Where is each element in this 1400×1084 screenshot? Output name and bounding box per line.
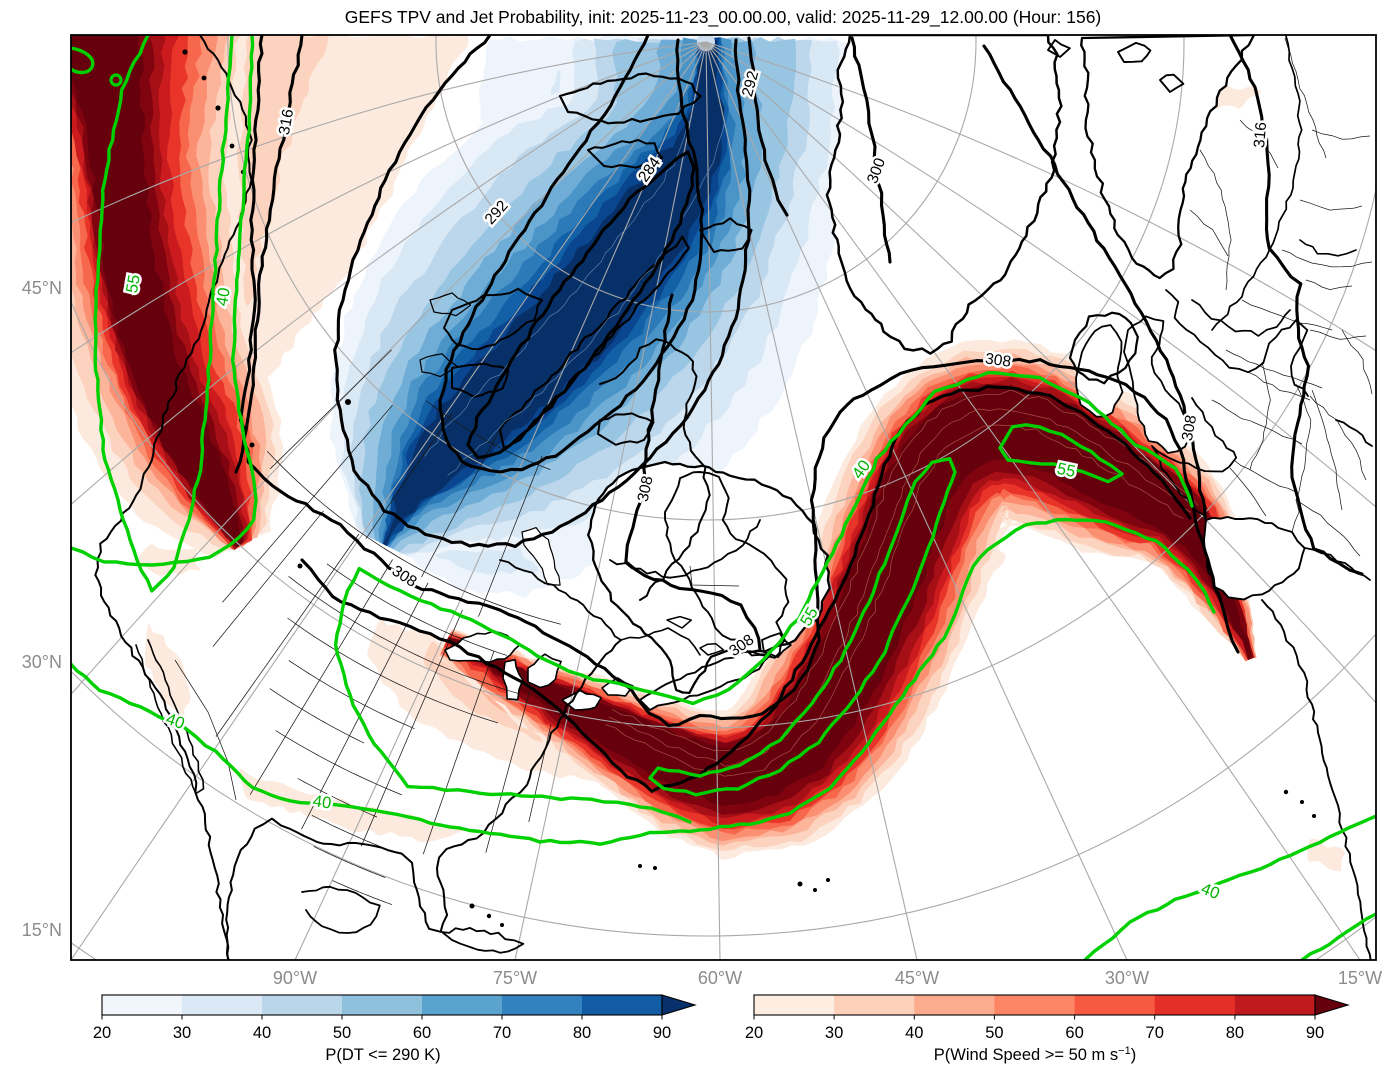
svg-text:30°N: 30°N (22, 652, 62, 672)
svg-text:P(Wind Speed >= 50 m s−1): P(Wind Speed >= 50 m s−1) (934, 1045, 1136, 1064)
svg-text:40: 40 (905, 1024, 923, 1042)
svg-text:316: 316 (1251, 121, 1270, 148)
svg-text:45°W: 45°W (895, 968, 939, 988)
svg-text:50: 50 (333, 1024, 351, 1042)
svg-text:P(DT <= 290 K): P(DT <= 290 K) (325, 1046, 440, 1064)
svg-text:15°W: 15°W (1338, 968, 1382, 988)
svg-text:308: 308 (984, 350, 1012, 370)
svg-text:40: 40 (213, 286, 234, 307)
svg-text:30°W: 30°W (1105, 968, 1149, 988)
svg-text:90: 90 (653, 1024, 671, 1042)
svg-text:60°W: 60°W (698, 968, 742, 988)
svg-text:90°W: 90°W (273, 968, 317, 988)
svg-text:80: 80 (1226, 1024, 1244, 1042)
svg-text:80: 80 (573, 1024, 591, 1042)
svg-text:30: 30 (825, 1024, 843, 1042)
svg-text:70: 70 (1146, 1024, 1164, 1042)
svg-text:20: 20 (745, 1024, 763, 1042)
svg-text:60: 60 (1065, 1024, 1083, 1042)
svg-text:40: 40 (253, 1024, 271, 1042)
svg-text:40: 40 (312, 792, 333, 812)
svg-text:75°W: 75°W (493, 968, 537, 988)
svg-text:70: 70 (493, 1024, 511, 1042)
svg-text:60: 60 (413, 1024, 431, 1042)
svg-text:50: 50 (985, 1024, 1003, 1042)
svg-text:90: 90 (1306, 1024, 1324, 1042)
svg-text:GEFS TPV and Jet Probability,: GEFS TPV and Jet Probability, init: 2025… (345, 7, 1102, 28)
svg-text:55: 55 (123, 273, 144, 294)
svg-text:15°N: 15°N (22, 920, 62, 940)
svg-text:45°N: 45°N (22, 278, 62, 298)
svg-text:20: 20 (93, 1024, 111, 1042)
svg-text:30: 30 (173, 1024, 191, 1042)
svg-text:55: 55 (1055, 460, 1077, 481)
